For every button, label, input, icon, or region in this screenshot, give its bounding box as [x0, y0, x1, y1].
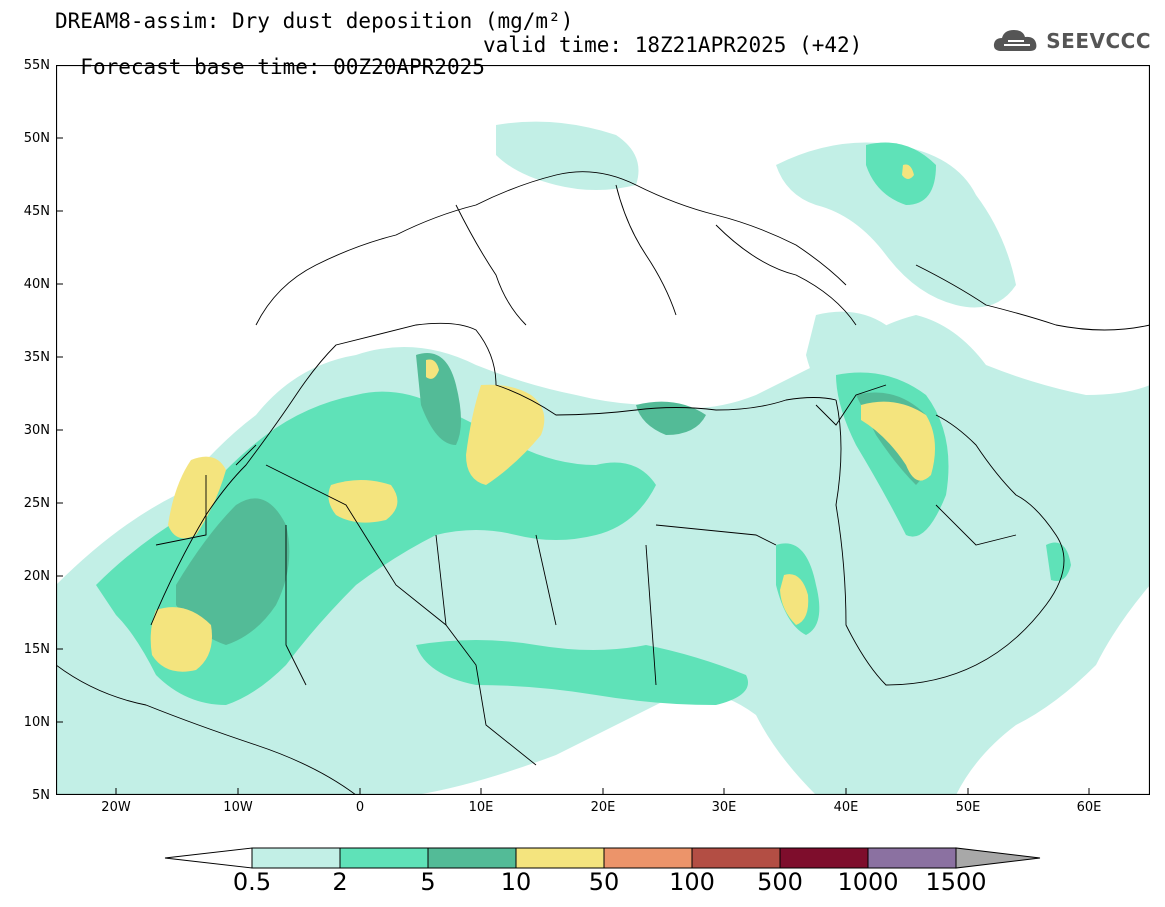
legend-arrow-high [955, 847, 1041, 869]
axis-ticks [56, 65, 1090, 795]
forecast-base-time: Forecast base time: 00Z20APR2025 valid t… [55, 34, 862, 100]
legend-label-100: 100 [669, 868, 715, 896]
dust-shading [56, 121, 1150, 795]
valid-time-text: valid time: 18Z21APR2025 (+42) [483, 33, 863, 57]
seevccc-logo: SEEVCCC [990, 26, 1151, 56]
base-time-text: Forecast base time: 00Z20APR2025 [80, 55, 485, 79]
legend-label-10: 10 [500, 868, 532, 896]
lon-label-40e: 40E [833, 800, 859, 815]
legend-label-2: 2 [332, 868, 348, 896]
legend-swatch-50 [603, 847, 693, 869]
lon-label-30e: 30E [711, 800, 737, 815]
lon-label-20e: 20E [590, 800, 616, 815]
country-borders [56, 171, 1150, 795]
legend-label-1500: 1500 [925, 868, 987, 896]
legend-swatch-500 [779, 847, 869, 869]
legend-label-5: 5 [420, 868, 436, 896]
color-legend [164, 847, 1041, 869]
legend-swatch-1000 [867, 847, 957, 869]
legend-label-50: 50 [588, 868, 620, 896]
legend-swatch-5 [427, 847, 517, 869]
cloud-icon [994, 30, 1037, 51]
dust-deposition-map [56, 65, 1150, 795]
legend-label-0.5: 0.5 [232, 868, 272, 896]
lat-label-15n: 15N [23, 642, 50, 657]
lat-label-40n: 40N [23, 277, 50, 292]
lon-label-50e: 50E [955, 800, 981, 815]
lat-label-25n: 25N [23, 496, 50, 511]
lat-label-50n: 50N [23, 131, 50, 146]
lat-label-10n: 10N [23, 715, 50, 730]
legend-swatch-0.5 [251, 847, 341, 869]
legend-swatch-100 [691, 847, 781, 869]
logo-text: SEEVCCC [1046, 29, 1151, 53]
legend-label-500: 500 [757, 868, 803, 896]
lat-label-55n: 55N [23, 58, 50, 73]
chart-title: DREAM8-assim: Dry dust deposition (mg/m²… [55, 9, 574, 33]
lat-label-30n: 30N [23, 423, 50, 438]
lon-label-20w: 20W [101, 800, 131, 815]
lat-label-45n: 45N [23, 204, 50, 219]
legend-swatch-2 [339, 847, 429, 869]
lat-label-35n: 35N [23, 350, 50, 365]
legend-arrow-low [164, 847, 253, 869]
lon-label-60e: 60E [1076, 800, 1102, 815]
lat-label-20n: 20N [23, 569, 50, 584]
lat-label-5n: 5N [32, 788, 50, 803]
legend-label-1000: 1000 [837, 868, 899, 896]
lon-label-10e: 10E [468, 800, 494, 815]
lon-label-0: 0 [355, 800, 365, 815]
lon-label-10w: 10W [223, 800, 253, 815]
legend-swatch-10 [515, 847, 605, 869]
